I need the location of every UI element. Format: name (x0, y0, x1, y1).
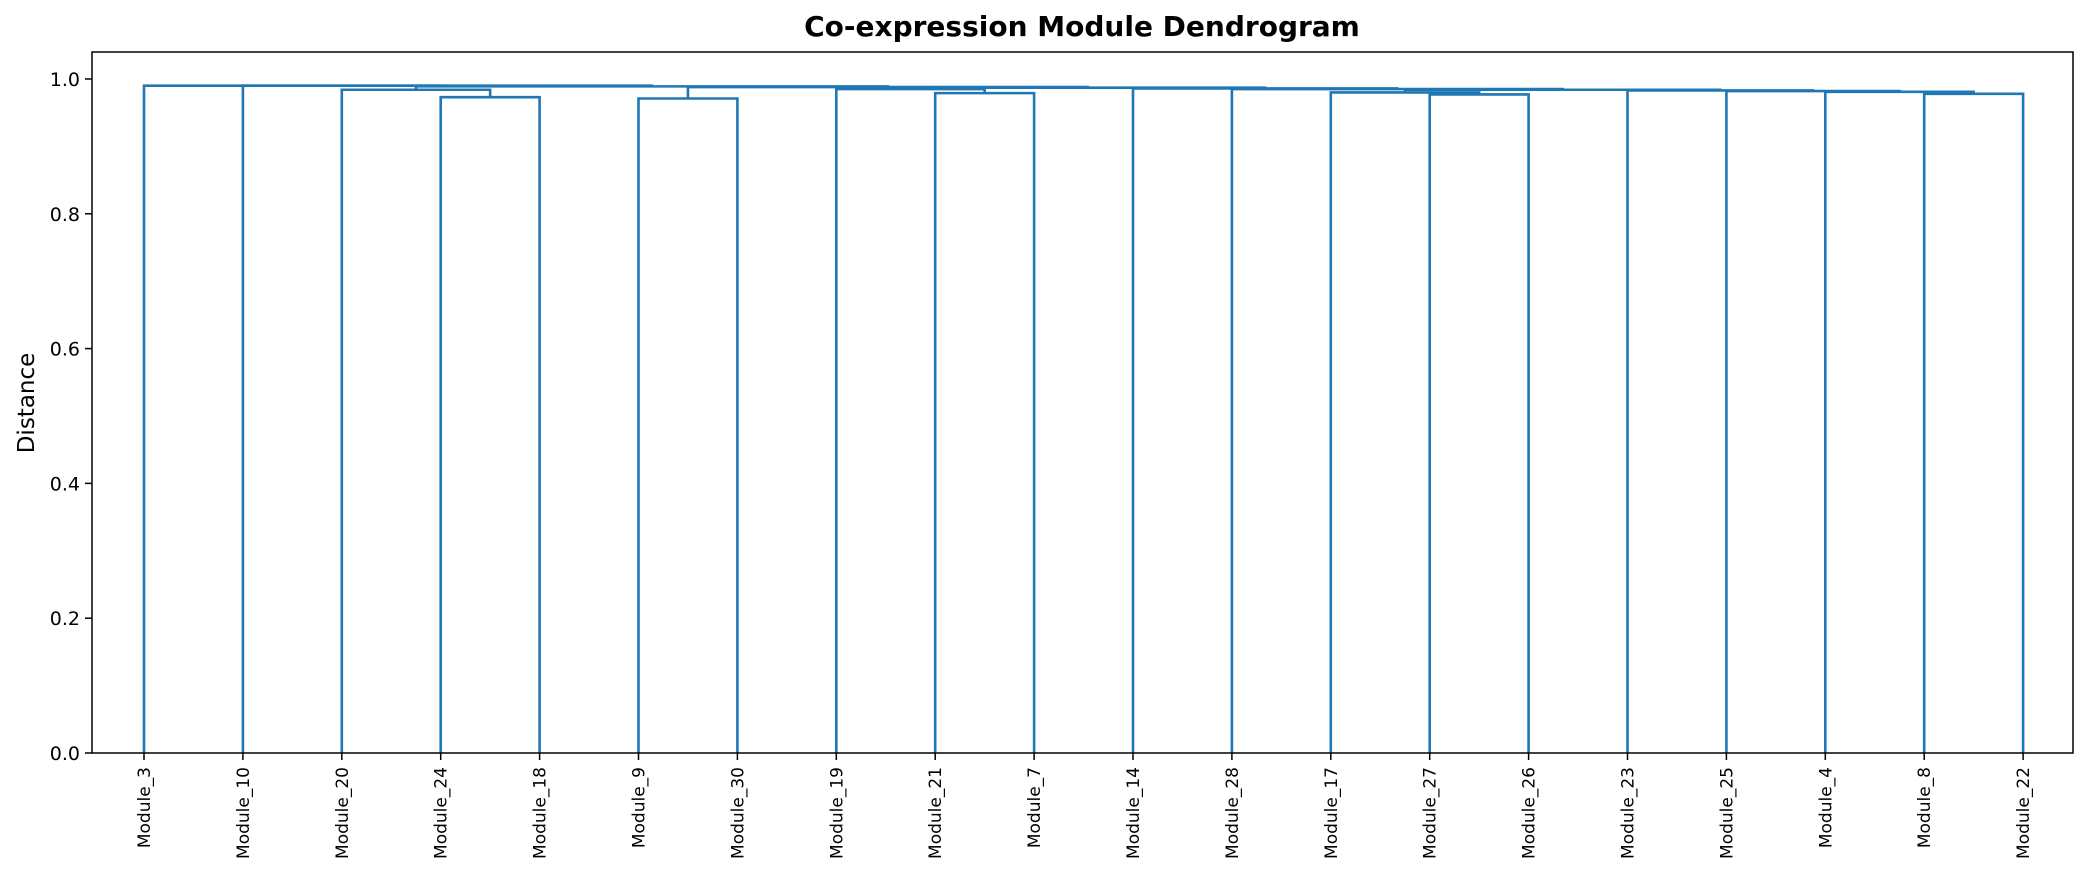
y-axis-label: Distance (14, 353, 40, 454)
dendrogram-link (439, 95, 541, 753)
y-tick-label: 0.4 (50, 473, 80, 495)
leaf-label: Module_10 (234, 767, 254, 859)
leaf-label: Module_7 (1025, 767, 1045, 848)
y-tick-label: 0.6 (50, 339, 80, 361)
dendrogram-link (1725, 89, 1901, 753)
y-tick-label: 0.8 (50, 204, 80, 226)
dendrogram-link (1131, 87, 1399, 753)
dendrogram-link (1230, 87, 1564, 753)
leaf-label: Module_30 (728, 767, 748, 859)
dendrogram-link (1329, 91, 1481, 753)
leaf-label: Module_19 (827, 767, 847, 859)
dendrogram-link (933, 91, 1036, 753)
leaf-label: Module_25 (1717, 767, 1737, 859)
y-tick-label: 0.2 (50, 608, 80, 630)
dendrogram-link (142, 84, 448, 753)
leaf-label: Module_22 (2014, 767, 2034, 859)
leaf-label: Module_21 (926, 767, 946, 859)
leaf-label: Module_3 (135, 767, 155, 848)
y-tick-label: 0.0 (50, 743, 80, 765)
leaf-label: Module_24 (432, 767, 452, 859)
dendrogram-link (1824, 90, 1975, 753)
dendrogram-link (834, 87, 986, 753)
leaf-label: Module_28 (1223, 767, 1243, 859)
dendrogram-link (340, 88, 492, 753)
leaf-label: Module_27 (1421, 767, 1441, 859)
y-axis-ticks: 0.0 0.2 0.4 0.6 0.8 1.0 (50, 69, 92, 765)
y-tick-label: 1.0 (50, 69, 80, 91)
dendrogram-link (241, 84, 654, 753)
leaf-label: Module_20 (333, 767, 353, 859)
leaf-label: Module_14 (1124, 767, 1144, 859)
leaf-label: Module_4 (1816, 767, 1836, 848)
leaf-label: Module_18 (531, 767, 551, 859)
plot-frame (91, 51, 2074, 754)
dendrogram-links (142, 84, 2025, 753)
dendrogram-link (1428, 93, 1530, 753)
leaf-label: Module_26 (1520, 767, 1540, 859)
leaf-labels: Module_3 Module_10 Module_20 Module_24 Modul… (135, 753, 2034, 859)
dendrogram-link (1626, 89, 1815, 753)
dendrogram-link (637, 97, 739, 753)
chart-title: Co-expression Module Dendrogram (804, 10, 1360, 43)
leaf-label: Module_8 (1915, 767, 1935, 848)
leaf-label: Module_23 (1619, 767, 1639, 859)
leaf-label: Module_9 (630, 767, 650, 848)
dendrogram-link (1922, 92, 2025, 753)
leaf-label: Module_17 (1322, 767, 1342, 859)
